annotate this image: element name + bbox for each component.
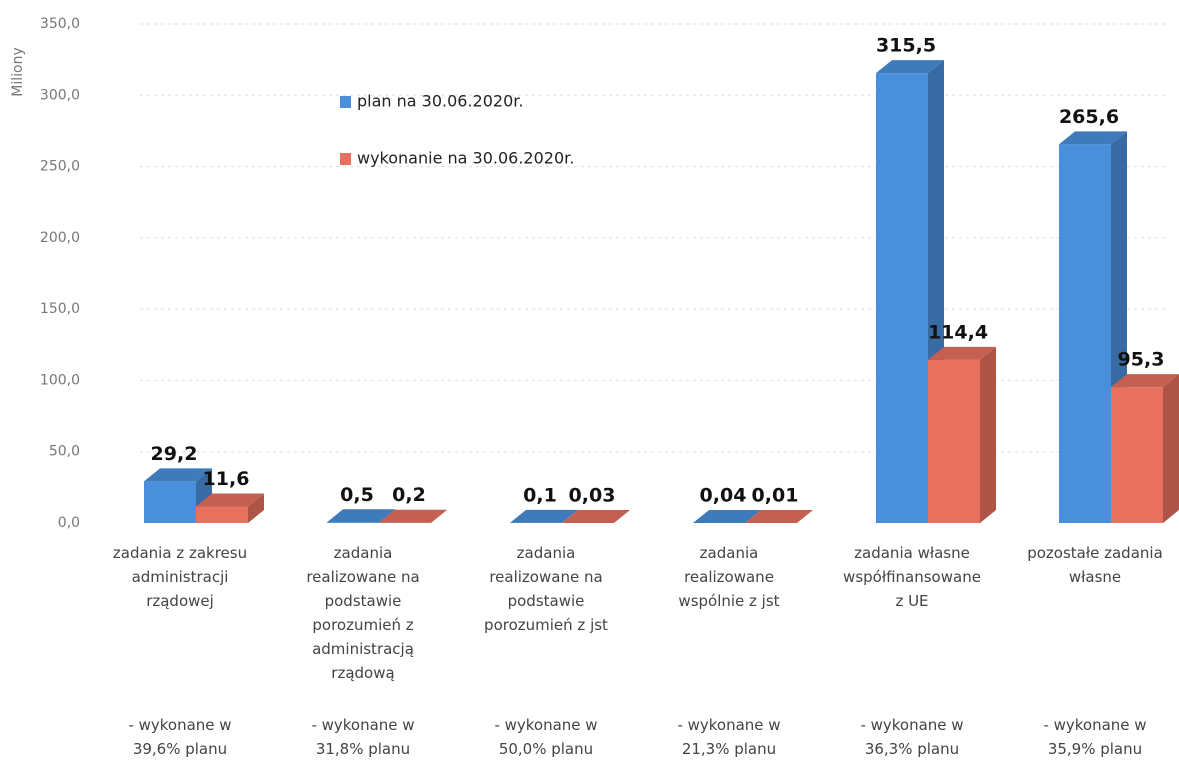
bar: [196, 493, 264, 523]
note: - wykonane w 21,3% planu: [677, 716, 780, 758]
value-label: 29,2: [151, 443, 198, 465]
bar-top: [144, 468, 212, 482]
y-tick-label: 150,0: [40, 301, 80, 317]
bar: [562, 509, 630, 523]
bar-side: [980, 346, 996, 523]
bar-top: [196, 493, 264, 507]
bar-top: [876, 60, 944, 74]
bar-front: [144, 481, 196, 523]
value-label: 265,6: [1059, 106, 1119, 128]
x-tick-label: zadania realizowane na podstawie porozumień…: [484, 544, 608, 634]
y-tick-label: 300,0: [40, 87, 80, 103]
bar: [928, 346, 996, 523]
bar: [1111, 374, 1179, 523]
value-label: 11,6: [203, 468, 250, 490]
note: - wykonane w 50,0% planu: [494, 716, 597, 758]
bar-front: [196, 506, 248, 523]
y-tick-label: 50,0: [49, 444, 80, 460]
bar-side: [797, 509, 813, 523]
bar-side: [431, 509, 447, 523]
y-axis-label: Miliony: [10, 47, 26, 96]
bar-front: [1059, 144, 1111, 523]
bar-side: [1163, 374, 1179, 523]
y-tick-label: 0,0: [58, 515, 80, 531]
bar-top: [928, 346, 996, 360]
y-tick-label: 250,0: [40, 159, 80, 175]
legend-swatch: [340, 96, 351, 108]
bar-front: [876, 73, 928, 524]
note: - wykonane w 36,3% planu: [860, 716, 963, 758]
value-label: 0,04: [700, 484, 747, 506]
bar-top: [745, 509, 813, 523]
value-label: 0,1: [523, 484, 557, 506]
value-label: 0,2: [392, 484, 426, 506]
bar-top: [510, 509, 578, 523]
x-tick-label: zadania realizowane na podstawie porozumień…: [306, 544, 419, 682]
value-label: 0,01: [752, 484, 799, 506]
value-label: 0,03: [569, 484, 616, 506]
bar-side: [614, 509, 630, 523]
bar-top: [693, 509, 761, 523]
value-label: 0,5: [340, 484, 374, 506]
bar-top: [327, 509, 395, 523]
x-tick-label: pozostałe zadania własne: [1027, 544, 1163, 586]
bar-front: [327, 522, 379, 523]
bar-side: [745, 509, 761, 523]
bar: [693, 509, 761, 523]
y-tick-label: 100,0: [40, 372, 80, 388]
legend-label: wykonanie na 30.06.2020r.: [357, 149, 574, 168]
bar-top: [1111, 374, 1179, 388]
bar-top: [1059, 131, 1127, 145]
y-tick-label: 350,0: [40, 16, 80, 32]
value-label: 95,3: [1118, 349, 1165, 371]
legend-swatch: [340, 153, 351, 165]
value-label: 114,4: [928, 321, 988, 343]
bar-front: [928, 359, 980, 523]
x-tick-label: zadania własne współfinansowane z UE: [843, 544, 981, 610]
y-tick-label: 200,0: [40, 230, 80, 246]
note: - wykonane w 31,8% planu: [311, 716, 414, 758]
note: - wykonane w 39,6% planu: [128, 716, 231, 758]
note: - wykonane w 35,9% planu: [1043, 716, 1146, 758]
bar-top: [562, 509, 630, 523]
x-tick-label: zadania realizowane wspólnie z jst: [678, 544, 779, 610]
x-tick-label: zadania z zakresu administracji rządowej: [113, 544, 247, 610]
value-label: 315,5: [876, 35, 936, 57]
bar-top: [379, 509, 447, 523]
bar: [379, 509, 447, 523]
bar-front: [1111, 387, 1163, 523]
bar: [745, 509, 813, 523]
bar-side: [248, 493, 264, 523]
legend-label: plan na 30.06.2020r.: [357, 92, 523, 111]
